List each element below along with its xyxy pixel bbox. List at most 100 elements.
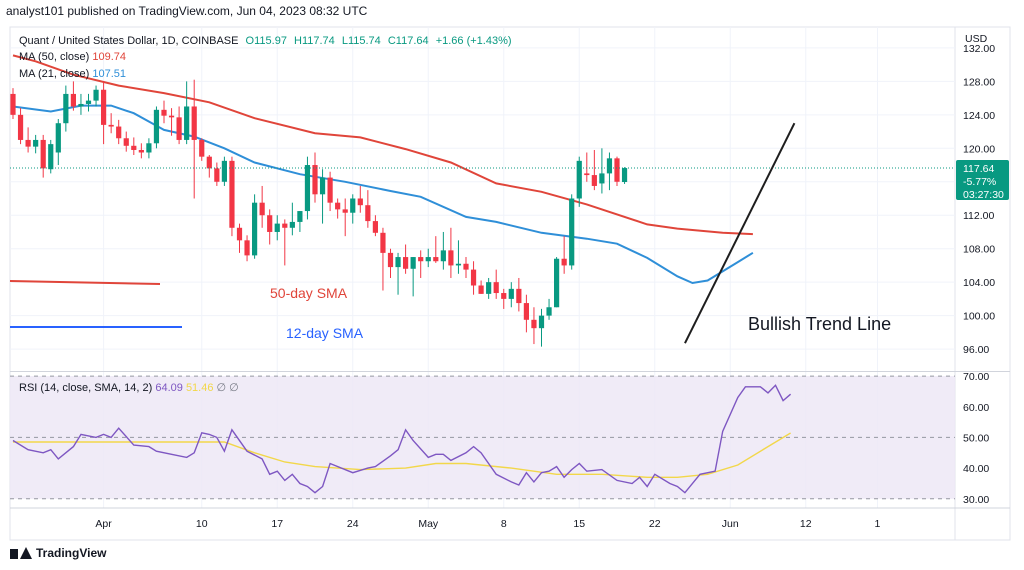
rsi-tick-label: 70.00 bbox=[963, 371, 989, 383]
candle-body bbox=[25, 139, 31, 147]
rsi-tick-label: 60.00 bbox=[963, 402, 989, 414]
price-tick-label: 104.00 bbox=[963, 277, 995, 289]
candle-body bbox=[161, 109, 167, 116]
candle-body bbox=[138, 149, 144, 153]
candle-body bbox=[357, 198, 363, 206]
price-tick-label: 124.00 bbox=[963, 110, 995, 122]
last-price-label: -5.77% bbox=[963, 176, 996, 188]
candle-body bbox=[516, 288, 522, 304]
candle-body bbox=[470, 269, 477, 286]
annotation-bullish-trend-line: Bullish Trend Line bbox=[748, 314, 891, 334]
annotation-12-day-sma: 12-day SMA bbox=[286, 325, 364, 341]
candle-body bbox=[418, 257, 424, 262]
price-tick-label: 128.00 bbox=[963, 76, 995, 88]
candle-body bbox=[252, 202, 258, 256]
symbol-legend: Quant / United States Dollar, 1D, COINBA… bbox=[19, 33, 516, 49]
ma50-label: MA (50, close) bbox=[19, 51, 90, 63]
time-tick-label: Jun bbox=[722, 518, 739, 530]
candle-body bbox=[78, 103, 84, 107]
rsi-extra: ∅ ∅ bbox=[216, 382, 239, 394]
candle-body bbox=[554, 258, 560, 308]
ma50-legend: MA (50, close) 109.74 bbox=[19, 49, 126, 65]
rsi-legend: RSI (14, close, SMA, 14, 2) 64.09 51.46 … bbox=[19, 381, 239, 394]
candle-body bbox=[229, 160, 235, 228]
candle-body bbox=[168, 115, 175, 118]
candle-body bbox=[538, 315, 545, 329]
candle-body bbox=[191, 106, 197, 140]
candle-body bbox=[85, 100, 92, 104]
candle-body bbox=[493, 282, 499, 294]
candle-body bbox=[176, 117, 182, 140]
candle-body bbox=[259, 202, 265, 216]
candle-body bbox=[131, 145, 137, 150]
candle-body bbox=[531, 319, 537, 329]
candle-body bbox=[455, 263, 462, 266]
candle-body bbox=[123, 138, 129, 146]
rsi-line bbox=[12, 384, 792, 494]
candle-body bbox=[621, 168, 628, 183]
rsi-tick-label: 40.00 bbox=[963, 463, 989, 475]
candle-body bbox=[199, 139, 205, 157]
ma21-legend: MA (21, close) 107.51 bbox=[19, 66, 126, 82]
candle-body bbox=[55, 123, 61, 153]
candle-body bbox=[267, 215, 273, 232]
candle-body bbox=[244, 240, 250, 256]
candle-body bbox=[440, 250, 446, 262]
rsi-tick-label: 30.00 bbox=[963, 494, 989, 506]
candle-body bbox=[153, 109, 160, 144]
candle-body bbox=[410, 257, 416, 269]
candle-body bbox=[508, 288, 514, 299]
last-price-badge bbox=[956, 160, 1009, 201]
candle-body bbox=[395, 257, 401, 268]
last-price-label: 03:27:30 bbox=[963, 189, 1004, 201]
time-tick-label: 22 bbox=[649, 518, 661, 530]
candle-body bbox=[101, 89, 107, 125]
candle-body bbox=[350, 198, 356, 213]
ma21-line bbox=[12, 104, 754, 285]
candle-body bbox=[501, 293, 507, 299]
candle-body bbox=[319, 177, 326, 195]
candle-body bbox=[591, 175, 597, 186]
close-value: C117.64 bbox=[387, 35, 429, 47]
candle-body bbox=[116, 126, 122, 139]
candle-body bbox=[312, 165, 318, 195]
candle-body bbox=[108, 124, 114, 127]
rsi-label: RSI (14, close, SMA, 14, 2) bbox=[19, 382, 153, 394]
candle-body bbox=[297, 211, 303, 222]
chart-frame bbox=[9, 26, 1011, 541]
ma50-value: 109.74 bbox=[92, 51, 127, 63]
price-tick-label: 120.00 bbox=[963, 143, 995, 155]
publisher-info: analyst101 published on TradingView.com,… bbox=[6, 4, 368, 18]
candle-body bbox=[599, 173, 605, 184]
candle-body bbox=[365, 205, 371, 222]
annotation-50-sma-line bbox=[9, 280, 161, 285]
candle-body bbox=[17, 114, 24, 140]
candle-body bbox=[214, 168, 220, 182]
price-tick-label: 100.00 bbox=[963, 311, 995, 323]
symbol-name: Quant / United States Dollar, 1D, COINBA… bbox=[19, 35, 239, 47]
rsi-tick-label: 50.00 bbox=[963, 432, 989, 444]
candle-body bbox=[236, 227, 243, 241]
price-tick-label: 112.00 bbox=[963, 210, 994, 222]
currency-label: USD bbox=[965, 33, 988, 45]
ma50-line bbox=[12, 54, 753, 236]
time-tick-label: 17 bbox=[271, 518, 283, 530]
change-value: +1.66 (+1.43%) bbox=[435, 35, 512, 47]
candle-body bbox=[10, 93, 16, 115]
time-tick-label: Apr bbox=[95, 518, 112, 530]
time-tick-label: 12 bbox=[800, 518, 812, 530]
candle-body bbox=[274, 223, 280, 232]
candle-body bbox=[403, 257, 409, 269]
candle-body bbox=[33, 139, 39, 147]
candle-body bbox=[614, 158, 620, 182]
candle-body bbox=[342, 209, 348, 213]
candle-body bbox=[146, 143, 152, 153]
candle-body bbox=[425, 257, 431, 262]
last-price-label: 117.64 bbox=[963, 163, 994, 175]
candle-body bbox=[523, 303, 529, 320]
annotation-50-day-sma: 50-day SMA bbox=[270, 285, 348, 301]
candle-body bbox=[206, 156, 212, 169]
time-tick-label: 1 bbox=[875, 518, 881, 530]
tradingview-footer[interactable]: TradingView bbox=[10, 546, 106, 560]
